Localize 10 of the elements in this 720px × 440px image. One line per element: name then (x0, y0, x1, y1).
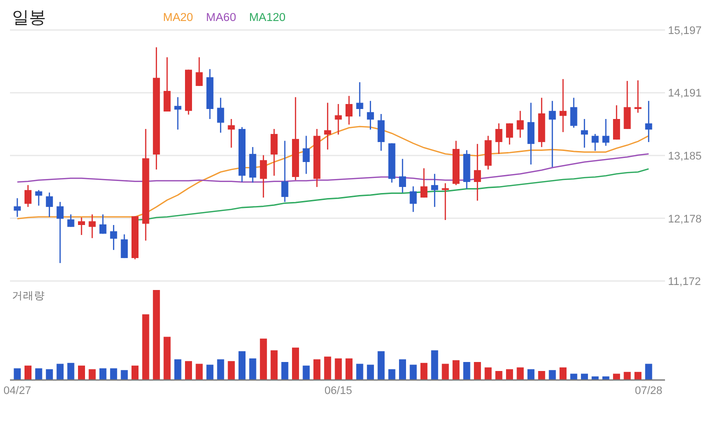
title: 일봉 (12, 8, 46, 27)
ytick: 15,197 (668, 25, 702, 37)
annotation: 거래량 (12, 290, 45, 302)
xtick: 07/28 (634, 385, 662, 397)
xtick: 04/27 (4, 385, 32, 397)
ytick: 13,185 (668, 150, 702, 162)
xtick: 06/15 (324, 385, 352, 397)
ytick: 12,178 (668, 213, 702, 226)
ytick: 11,172 (668, 276, 701, 288)
ytick: 14,191 (668, 88, 702, 100)
